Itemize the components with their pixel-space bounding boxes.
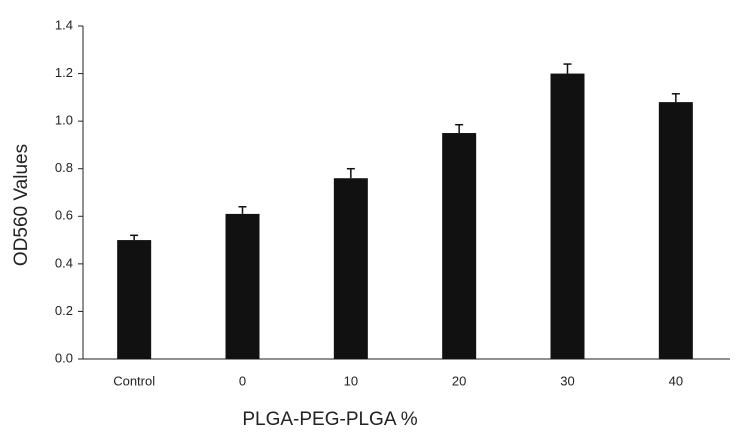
bar — [442, 133, 477, 359]
x-tick-label: 20 — [452, 373, 466, 388]
y-tick-label: 1.2 — [55, 65, 73, 80]
x-tick-label: 0 — [239, 373, 246, 388]
y-tick-label: 0.6 — [55, 208, 73, 223]
x-tick-label: 10 — [344, 373, 358, 388]
y-tick-label: 1.0 — [55, 113, 73, 128]
y-tick-label: 0.0 — [55, 350, 73, 365]
y-tick-label: 0.8 — [55, 160, 73, 175]
bar — [117, 240, 152, 359]
bar — [225, 213, 260, 359]
y-tick-label: 0.4 — [55, 255, 73, 270]
x-tick-label: 40 — [669, 373, 683, 388]
bar — [550, 73, 585, 360]
y-tick-label: 0.2 — [55, 303, 73, 318]
x-axis-title: PLGA-PEG-PLGA % — [242, 409, 417, 430]
y-axis-title: OD560 Values — [11, 144, 32, 266]
x-tick-label: 30 — [560, 373, 574, 388]
bar — [658, 102, 693, 359]
bar — [333, 178, 368, 359]
y-tick-label: 1.4 — [55, 17, 73, 32]
x-tick-label: Control — [113, 373, 155, 388]
